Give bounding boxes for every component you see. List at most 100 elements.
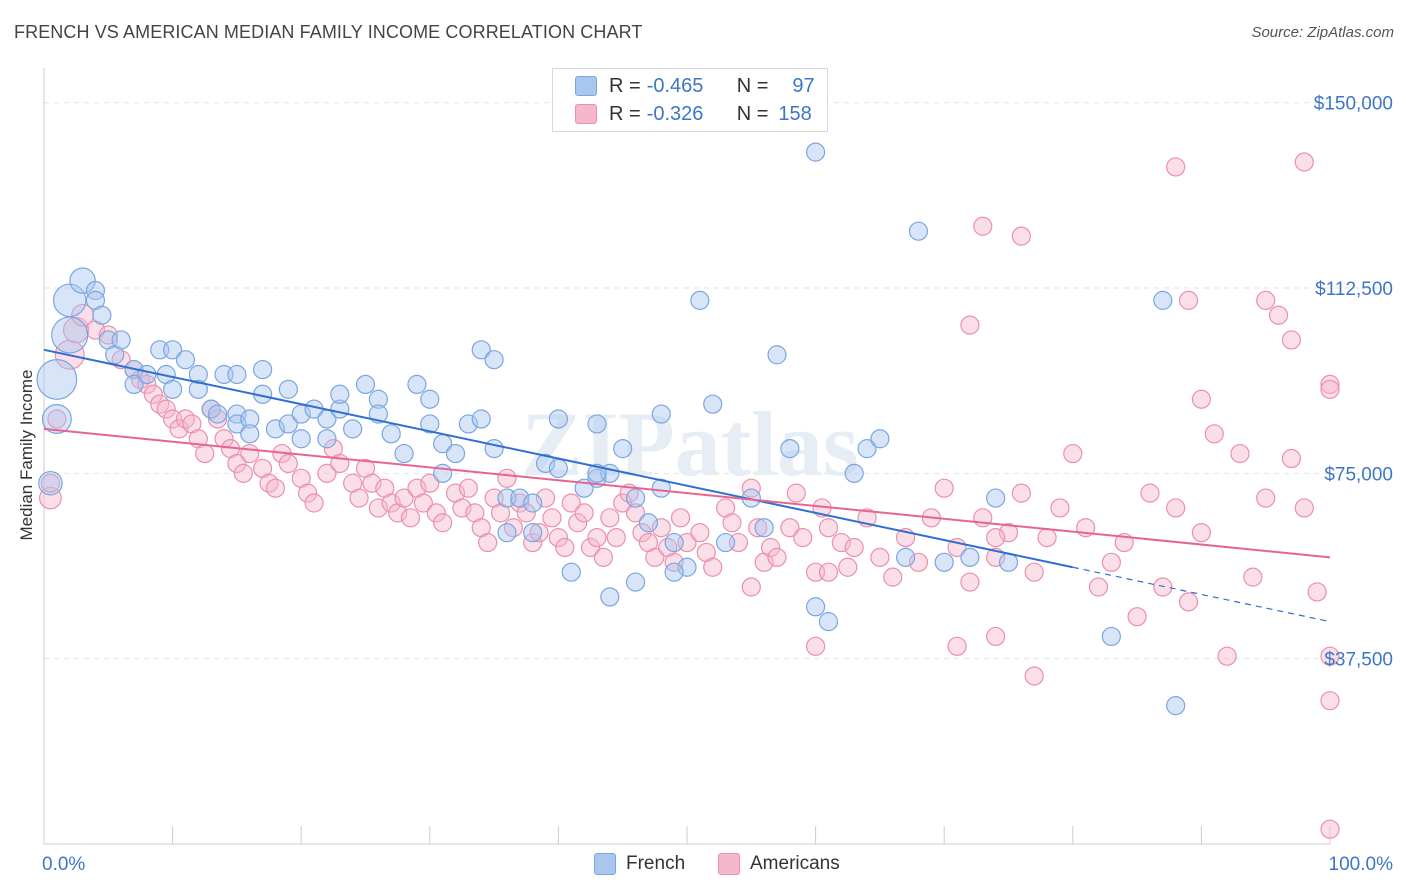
americans-point [574, 503, 594, 523]
americans-trend-line [43, 427, 1331, 559]
french-point [651, 478, 671, 498]
americans-point [986, 626, 1006, 647]
americans-point [1191, 523, 1212, 543]
americans-points [39, 152, 1340, 839]
legend-item-americans: Americans [718, 852, 840, 876]
americans-point [298, 483, 318, 503]
americans-point [703, 557, 723, 577]
french-point [523, 523, 543, 543]
americans-point [278, 453, 298, 474]
french-point [137, 364, 157, 385]
legend-row-americans: R = -0.326 N = 158 [575, 101, 812, 127]
french-point [471, 340, 491, 360]
french-point [38, 470, 63, 496]
french-point [208, 404, 228, 424]
french-point [715, 532, 736, 553]
french-point [857, 439, 877, 459]
americans-point [259, 473, 279, 493]
french-point [163, 340, 183, 360]
french-point [896, 547, 916, 567]
french-trend-extension [1072, 566, 1331, 623]
n-value: 97 [792, 74, 815, 97]
americans-point [568, 513, 588, 533]
french-point [85, 280, 106, 301]
french-point [625, 572, 646, 592]
french-point [844, 463, 864, 483]
french-point [664, 532, 684, 553]
americans-point [767, 547, 787, 567]
americans-point [960, 315, 980, 335]
americans-point [227, 453, 247, 474]
americans-point [1178, 290, 1199, 310]
americans-point [786, 483, 806, 503]
americans-point [818, 518, 839, 538]
french-point [767, 345, 787, 365]
french-point [484, 439, 504, 459]
french-legend-label: French [626, 853, 686, 874]
americans-point [548, 527, 569, 548]
r-label: R = [609, 74, 641, 97]
french-point [92, 305, 112, 325]
french-point [317, 429, 337, 449]
americans-point [1204, 424, 1224, 444]
americans-point [233, 463, 253, 483]
x-tick-label: 0.0% [42, 854, 85, 875]
americans-point [420, 473, 440, 493]
americans-point [1243, 567, 1263, 587]
americans-point [240, 443, 260, 464]
americans-point [1320, 819, 1340, 839]
americans-point [1230, 443, 1250, 464]
french-point [343, 419, 363, 439]
americans-point [613, 493, 633, 513]
french-point [703, 394, 723, 414]
french-points [36, 142, 1186, 716]
french-point [523, 493, 543, 513]
french-point [291, 429, 311, 449]
french-point [484, 350, 504, 370]
french-point [240, 424, 260, 444]
americans-point [1320, 646, 1340, 666]
french-point [253, 359, 273, 380]
americans-point [947, 636, 967, 656]
french-point [163, 379, 183, 399]
americans-point [1024, 562, 1044, 582]
french-point [805, 142, 826, 162]
french-point [548, 409, 569, 429]
americans-point [394, 488, 414, 508]
americans-point [62, 316, 90, 344]
americans-point [793, 527, 813, 548]
french-point [664, 562, 684, 582]
americans-swatch [575, 104, 597, 124]
legend-item-french: French [594, 852, 685, 876]
americans-point [1011, 226, 1031, 246]
french-point [111, 330, 131, 350]
y-tick-label: $150,000 [1314, 94, 1393, 115]
french-point [69, 267, 96, 294]
americans-point [98, 325, 118, 345]
americans-point [998, 523, 1019, 543]
americans-point [1050, 498, 1070, 518]
americans-point [651, 518, 671, 538]
americans-point [529, 523, 549, 543]
americans-point [632, 523, 652, 543]
french-point [445, 443, 466, 464]
americans-point [1320, 379, 1340, 399]
french-point [420, 414, 440, 434]
americans-point [1256, 488, 1276, 508]
chart-title: FRENCH VS AMERICAN MEDIAN FAMILY INCOME … [14, 22, 643, 42]
french-point [420, 389, 440, 409]
americans-point [400, 508, 421, 528]
grid-lines [44, 102, 1392, 660]
americans-point [535, 488, 556, 508]
french-point [587, 463, 607, 483]
source-label: Source: ZipAtlas.com [1251, 24, 1394, 41]
french-point [870, 429, 890, 449]
americans-point [606, 527, 626, 548]
americans-point [1140, 483, 1160, 503]
french-point [471, 409, 491, 429]
americans-point [433, 513, 453, 533]
french-point [407, 374, 427, 394]
americans-point [870, 547, 890, 567]
french-point [458, 414, 478, 434]
french-point [278, 379, 298, 399]
